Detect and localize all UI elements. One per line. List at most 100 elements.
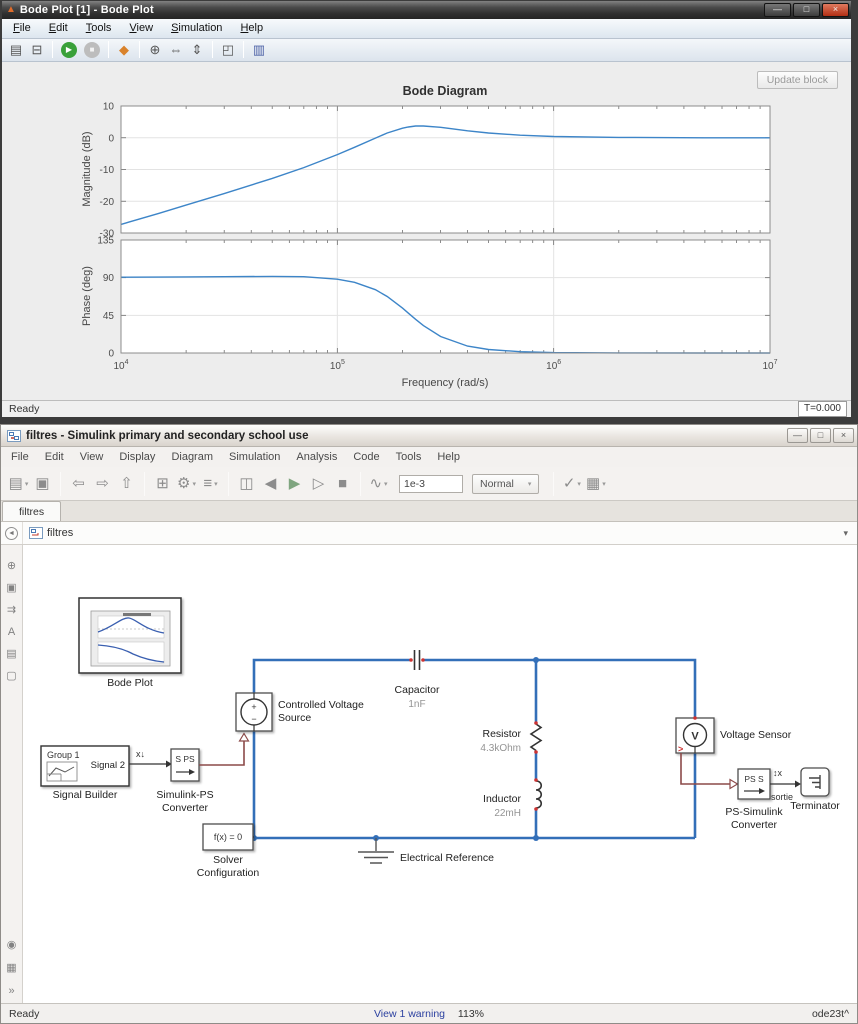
breadcrumb: ◄ filtres ▾ [1,522,857,545]
zoom-y-icon[interactable]: ⇕ [191,42,203,58]
new-model-icon[interactable]: ▤ ▾ [8,475,29,492]
menu-item-edit[interactable]: Edit [48,22,68,35]
stop-time-input[interactable] [399,474,463,493]
inductor-block[interactable]: Inductor 22mH [483,778,543,819]
back-icon[interactable]: ⇦ [72,475,85,492]
simulink-ps-converter-block[interactable]: S PS Simulink-PS Converter [156,748,214,814]
camera-icon[interactable]: ◉ [6,939,17,951]
menu-item-simulation[interactable]: Simulation [229,451,281,463]
bode-titlebar[interactable]: ▲ Bode Plot [1] - Bode Plot — □ × [2,1,851,19]
bode-plot-block[interactable]: Bode Plot [78,597,182,689]
magnitude-plot[interactable]: 10 0 -10 -20 -30 [100,102,771,240]
image-icon[interactable]: ▤ [6,648,17,660]
menu-item-tools[interactable]: Tools [85,22,112,35]
matlab-figure-icon: ▲ [6,3,16,15]
close-button[interactable]: × [822,2,849,17]
signal-builder-block[interactable]: Group 1 Signal 2 Signal Builder [40,745,130,801]
expand-icon[interactable]: » [8,984,15,997]
warning-link[interactable]: View 1 warning [373,1007,445,1020]
voltage-sensor-block[interactable]: V > Voltage Sensor [675,716,792,754]
highlight-block-icon[interactable]: ◆ [119,42,129,58]
print-icon[interactable]: ⊟ [31,42,43,58]
menu-item-view[interactable]: View [129,22,154,35]
menu-item-file[interactable]: File [13,22,31,35]
step-back-icon[interactable]: ◀ [264,475,277,492]
ps-out-port: > [678,744,683,754]
fit-view-icon[interactable]: ◰ [221,42,235,58]
block-label: Bode Plot [107,677,153,689]
phase-plot[interactable]: 135 90 45 0 [97,236,771,360]
model-config-icon[interactable]: ≡ ▾ [203,475,218,492]
resistor-block[interactable]: Resistor 4.3kOhm [480,721,543,754]
model-canvas[interactable]: Bode Plot Group 1 Signal 2 Signal Builde… [23,545,857,1003]
fit-to-view-icon[interactable]: ▣ [6,582,17,594]
signal-name-label[interactable]: sortie [771,792,793,802]
maximize-button[interactable]: □ [793,2,820,17]
simulink-titlebar[interactable]: filtres - Simulink primary and secondary… [1,425,857,447]
build-icon[interactable]: ▦ ▾ [586,475,606,492]
zoom-icon[interactable]: ⊕ [6,560,17,572]
minimize-button[interactable]: — [764,2,791,17]
zoom-x-icon[interactable]: ⇔ [169,42,183,58]
toolbar-separator [139,41,140,59]
output-signal-line[interactable]: ↕x sortie [770,768,801,802]
electrical-wires[interactable] [251,657,697,841]
report-icon[interactable]: ▤ [9,42,23,58]
menu-item-analysis[interactable]: Analysis [296,451,338,463]
minimize-button[interactable]: — [787,428,808,443]
breadcrumb-back-button[interactable]: ◄ [1,522,23,544]
menu-item-edit[interactable]: Edit [44,451,64,463]
library-browser-icon[interactable]: ⊞ [156,475,169,492]
electrical-reference-block[interactable]: Electrical Reference [358,838,494,864]
viewmarks-icon[interactable]: ▦ [6,962,17,974]
update-check-icon[interactable]: ✓ ▾ [562,475,581,492]
model-settings-icon[interactable]: ⚙ ▾ [177,475,196,492]
step-forward-icon[interactable]: ▷ [312,475,325,492]
up-to-parent-icon[interactable]: ⇧ [120,475,133,492]
annotation-icon[interactable]: A [7,625,16,638]
menu-item-view[interactable]: View [79,451,104,463]
play-icon[interactable]: ▶ [61,41,77,58]
menu-item-display[interactable]: Display [119,451,156,463]
magnitude-curve[interactable] [120,125,770,226]
menu-item-diagram[interactable]: Diagram [171,451,214,463]
forward-icon[interactable]: ⇨ [96,475,109,492]
zoom-in-icon[interactable]: ⊕ [149,42,161,58]
menu-item-help[interactable]: Help [240,22,264,35]
signal-routing-icon[interactable]: ⇉ [6,604,17,616]
menu-item-file[interactable]: File [11,451,29,463]
legend-icon[interactable]: ▥ [252,42,266,58]
menu-item-code[interactable]: Code [353,451,380,463]
ps-simulink-converter-block[interactable]: PS S PS-Simulink Converter [725,768,783,831]
phase-curve[interactable] [120,275,770,354]
run-icon[interactable]: ▶ [288,475,301,492]
bode-menubar: File Edit Tools View Simulation Help [2,18,851,39]
tab-filtres[interactable]: filtres [2,501,62,521]
save-icon[interactable]: ▣ [35,475,50,492]
menu-item-simulation[interactable]: Simulation [171,22,223,35]
block-label: Electrical Reference [400,852,494,864]
capacitor-block[interactable]: Capacitor 1nF [395,650,440,710]
signal-builder-output-line[interactable]: x↓ [129,749,172,768]
update-diagram-icon[interactable]: ◫ [239,475,254,492]
simulation-display-icon[interactable]: ∿ ▾ [369,475,388,492]
menu-item-tools[interactable]: Tools [395,451,422,463]
simulation-mode-dropdown[interactable]: Normal ▾ [472,473,540,494]
terminator-block[interactable]: Terminator [790,767,840,812]
breadcrumb-dropdown[interactable]: ▾ [843,527,848,538]
breadcrumb-model-name[interactable]: filtres [47,527,74,539]
restore-button[interactable]: □ [810,428,831,443]
area-box-icon[interactable]: ▢ [6,670,17,682]
menu-item-help[interactable]: Help [437,451,460,463]
solver-indicator[interactable]: ode23t^ [811,1007,849,1020]
ps-line-to-source[interactable] [199,732,250,766]
toolbar-separator [212,41,213,59]
close-button[interactable]: × [833,428,854,443]
controlled-voltage-source-block[interactable]: + − Controlled Voltage Source [235,692,364,732]
solver-configuration-block[interactable]: f(x) = 0 Solver Configuration [197,823,260,879]
update-block-button[interactable]: Update block [756,71,838,89]
stop-icon[interactable]: ■ [337,475,348,492]
stop-icon[interactable]: ■ [84,41,100,58]
palette-top-group: ⊕ ▣ ⇉ A ▤ ▢ [3,557,20,684]
ps-line-from-sensor[interactable] [680,753,739,790]
